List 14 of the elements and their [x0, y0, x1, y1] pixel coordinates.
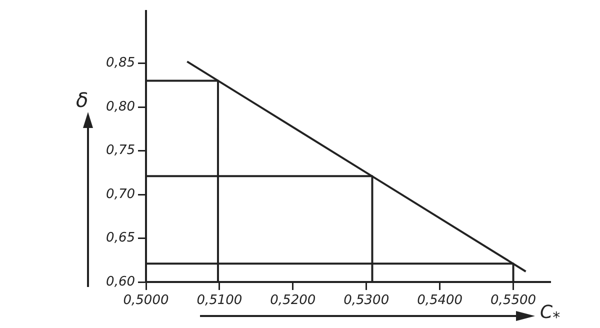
y-axis-title: δ [76, 88, 88, 112]
x-tick-label: 0,5100 [196, 293, 242, 308]
y-tick-label: 0,65 [106, 230, 135, 246]
y-tick-label: 0,75 [106, 143, 135, 158]
x-tick-label: 0,5200 [270, 293, 316, 308]
x-tick-label: 0,5500 [490, 293, 536, 308]
x-tick-label: 0,5300 [344, 293, 390, 308]
y-tick-label: 0,85 [106, 56, 135, 71]
y-tick-label: 0,70 [106, 186, 135, 202]
y-tick-label: 0,60 [106, 274, 135, 290]
x-tick-label: 0,5400 [417, 293, 463, 308]
x-tick-label: 0,5000 [123, 293, 169, 308]
y-tick-label: 0,80 [106, 99, 135, 114]
x-axis-title: C$_{*}$ [540, 302, 560, 327]
